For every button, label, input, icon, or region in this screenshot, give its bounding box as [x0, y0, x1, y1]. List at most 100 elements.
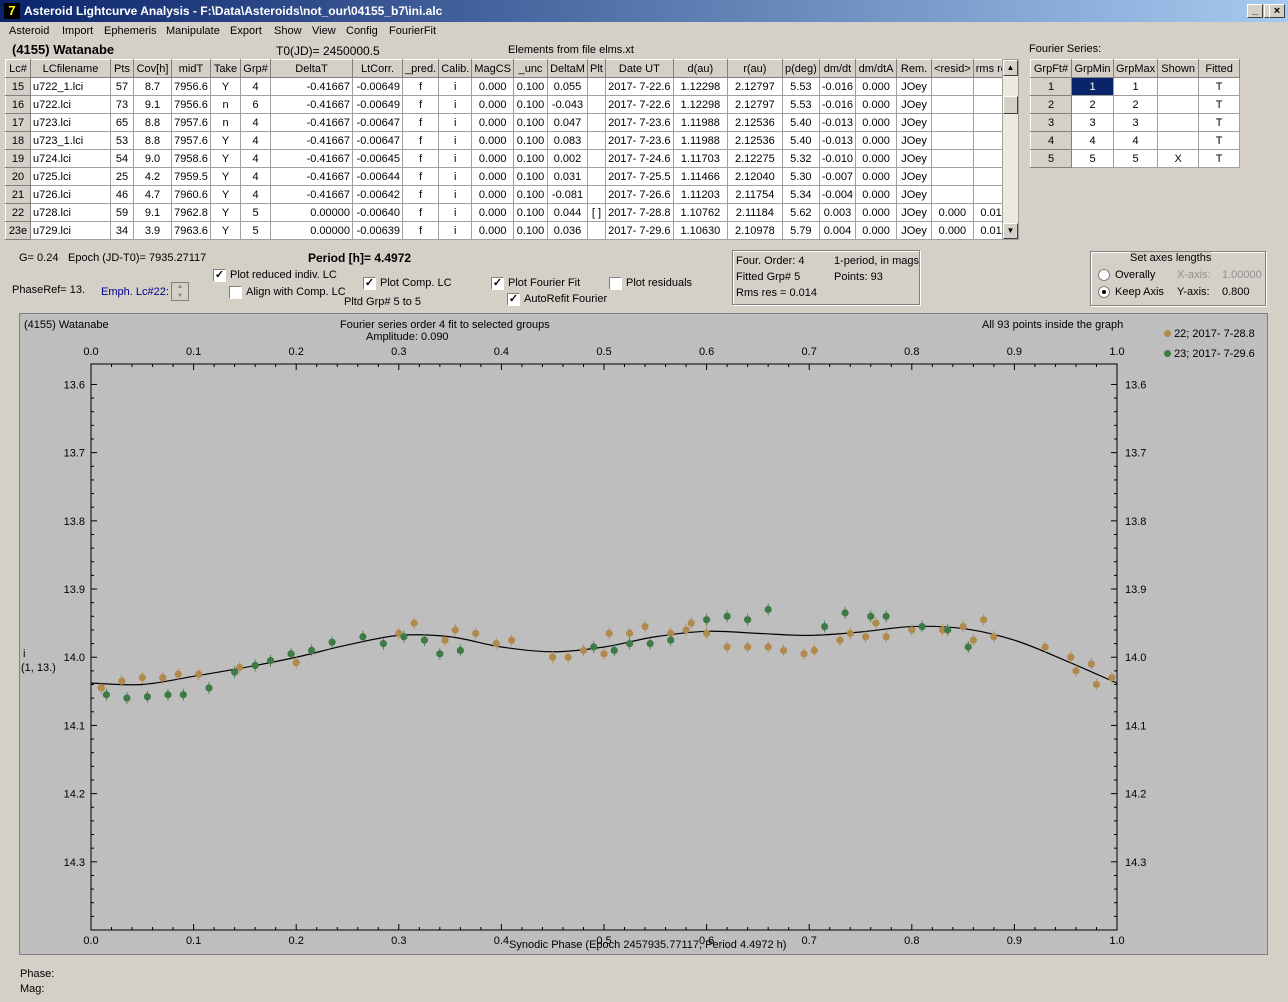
- table-cell[interactable]: 15: [5, 77, 31, 96]
- menu-import[interactable]: Import: [62, 25, 94, 37]
- table-cell[interactable]: 5.34: [781, 185, 820, 204]
- lc-col-header[interactable]: Plt: [587, 59, 606, 78]
- table-cell[interactable]: 2.12536: [726, 113, 783, 132]
- table-cell[interactable]: f: [401, 77, 440, 96]
- table-row[interactable]: 23e u729.lci 34 3.9 7963.6 Y 5 0.00000 -0.00639 f…: [5, 221, 1016, 240]
- table-cell[interactable]: 2017- 7-23.6: [604, 131, 674, 150]
- table-cell[interactable]: 0.036: [547, 221, 589, 240]
- table-cell[interactable]: 23e: [5, 221, 31, 240]
- table-cell[interactable]: 2017- 7-22.6: [604, 95, 674, 114]
- table-cell[interactable]: [931, 167, 974, 186]
- fourier-cell[interactable]: 4: [1030, 131, 1072, 150]
- table-cell[interactable]: -0.41667: [270, 131, 353, 150]
- table-cell[interactable]: -0.41667: [270, 167, 353, 186]
- plot-fourier-checkbox[interactable]: ✓: [491, 277, 504, 290]
- table-cell[interactable]: 0.100: [513, 149, 549, 168]
- table-cell[interactable]: 0.000: [471, 113, 515, 132]
- table-cell[interactable]: 0.100: [513, 203, 549, 222]
- table-cell[interactable]: -0.016: [818, 95, 857, 114]
- fourier-cell[interactable]: 1: [1030, 77, 1072, 96]
- table-cell[interactable]: 2.11184: [726, 203, 783, 222]
- table-cell[interactable]: 21: [5, 185, 31, 204]
- table-cell[interactable]: f: [401, 203, 440, 222]
- table-cell[interactable]: u728.lci: [30, 203, 111, 222]
- table-cell[interactable]: 25: [110, 167, 134, 186]
- fourier-cell[interactable]: 4: [1071, 131, 1114, 150]
- table-cell[interactable]: 1.11203: [672, 185, 728, 204]
- menu-config[interactable]: Config: [346, 25, 378, 37]
- lc-col-header[interactable]: p(deg): [781, 59, 820, 78]
- table-row[interactable]: 17 u723.lci 65 8.8 7957.6 n 4 -0.41667 -0.00647 f…: [5, 113, 1016, 132]
- table-cell[interactable]: Y: [210, 149, 241, 168]
- table-cell[interactable]: 0.000: [471, 77, 515, 96]
- table-cell[interactable]: -0.013: [818, 113, 857, 132]
- table-cell[interactable]: -0.010: [818, 149, 857, 168]
- fourier-cell[interactable]: 1: [1112, 77, 1159, 96]
- table-cell[interactable]: 0.100: [513, 167, 549, 186]
- table-cell[interactable]: f: [401, 221, 440, 240]
- fourier-cell[interactable]: T: [1198, 95, 1241, 114]
- table-cell[interactable]: -0.41667: [270, 77, 353, 96]
- table-cell[interactable]: -0.00649: [352, 95, 403, 114]
- table-cell[interactable]: 3.9: [133, 221, 172, 240]
- fourier-cell[interactable]: 5: [1112, 149, 1159, 168]
- table-cell[interactable]: u725.lci: [30, 167, 111, 186]
- table-row[interactable]: 21 u726.lci 46 4.7 7960.6 Y 4 -0.41667 -0.00642 f…: [5, 185, 1016, 204]
- lc-col-header[interactable]: Rem.: [896, 59, 933, 78]
- table-cell[interactable]: JOey: [896, 131, 933, 150]
- table-cell[interactable]: 1.10762: [672, 203, 728, 222]
- table-cell[interactable]: 0.000: [931, 203, 974, 222]
- table-cell[interactable]: -0.41667: [270, 113, 353, 132]
- table-cell[interactable]: 2.12536: [726, 131, 783, 150]
- table-cell[interactable]: 0.100: [513, 185, 549, 204]
- table-cell[interactable]: 54: [110, 149, 134, 168]
- table-cell[interactable]: 4.7: [133, 185, 172, 204]
- table-cell[interactable]: 0.000: [855, 95, 898, 114]
- lightcurve-plot[interactable]: 0.0 0.0 0.1 0.1 0.2 0.2 0.3 0.3 0.4 0.4 0.5 0.5 0.6 0…: [20, 314, 1269, 956]
- table-cell[interactable]: 20: [5, 167, 31, 186]
- table-cell[interactable]: JOey: [896, 149, 933, 168]
- fourier-cell[interactable]: T: [1198, 131, 1241, 150]
- table-cell[interactable]: 5.79: [781, 221, 820, 240]
- plot-comp-checkbox[interactable]: ✓: [363, 277, 376, 290]
- plot-reduced-checkbox[interactable]: ✓: [213, 269, 226, 282]
- table-cell[interactable]: Y: [210, 185, 241, 204]
- table-cell[interactable]: [931, 95, 974, 114]
- fourier-cell[interactable]: 2: [1071, 95, 1114, 114]
- table-cell[interactable]: 2017- 7-24.6: [604, 149, 674, 168]
- table-cell[interactable]: 0.100: [513, 113, 549, 132]
- table-cell[interactable]: Y: [210, 167, 241, 186]
- table-cell[interactable]: 0.000: [855, 77, 898, 96]
- table-cell[interactable]: u724.lci: [30, 149, 111, 168]
- menu-view[interactable]: View: [312, 25, 336, 37]
- table-cell[interactable]: i: [438, 185, 473, 204]
- table-cell[interactable]: i: [438, 203, 473, 222]
- table-cell[interactable]: [ ]: [587, 203, 606, 222]
- table-cell[interactable]: 0.000: [855, 131, 898, 150]
- table-cell[interactable]: JOey: [896, 203, 933, 222]
- lc-col-header[interactable]: DeltaT: [270, 59, 353, 78]
- fourier-col-header[interactable]: GrpMax: [1112, 59, 1159, 78]
- table-cell[interactable]: 0.044: [547, 203, 589, 222]
- table-cell[interactable]: JOey: [896, 95, 933, 114]
- table-cell[interactable]: Y: [210, 131, 241, 150]
- table-cell[interactable]: 0.047: [547, 113, 589, 132]
- table-cell[interactable]: 34: [110, 221, 134, 240]
- table-cell[interactable]: i: [438, 167, 473, 186]
- fourier-cell[interactable]: [1157, 113, 1200, 132]
- table-cell[interactable]: 1.11988: [672, 131, 728, 150]
- table-cell[interactable]: 5.30: [781, 167, 820, 186]
- table-cell[interactable]: 7957.6: [171, 113, 211, 132]
- table-cell[interactable]: 2.12797: [726, 95, 783, 114]
- table-cell[interactable]: 7960.6: [171, 185, 211, 204]
- menu-asteroid[interactable]: Asteroid: [9, 25, 50, 37]
- table-cell[interactable]: 18: [5, 131, 31, 150]
- table-cell[interactable]: [587, 167, 606, 186]
- table-row[interactable]: 15 u722_1.lci 57 8.7 7956.6 Y 4 -0.41667 -0.0064…: [5, 77, 1016, 96]
- table-cell[interactable]: 0.000: [471, 131, 515, 150]
- table-cell[interactable]: 5.53: [781, 77, 820, 96]
- table-cell[interactable]: u722.lci: [30, 95, 111, 114]
- lc-col-header[interactable]: Calib.: [438, 59, 473, 78]
- menu-export[interactable]: Export: [230, 25, 262, 37]
